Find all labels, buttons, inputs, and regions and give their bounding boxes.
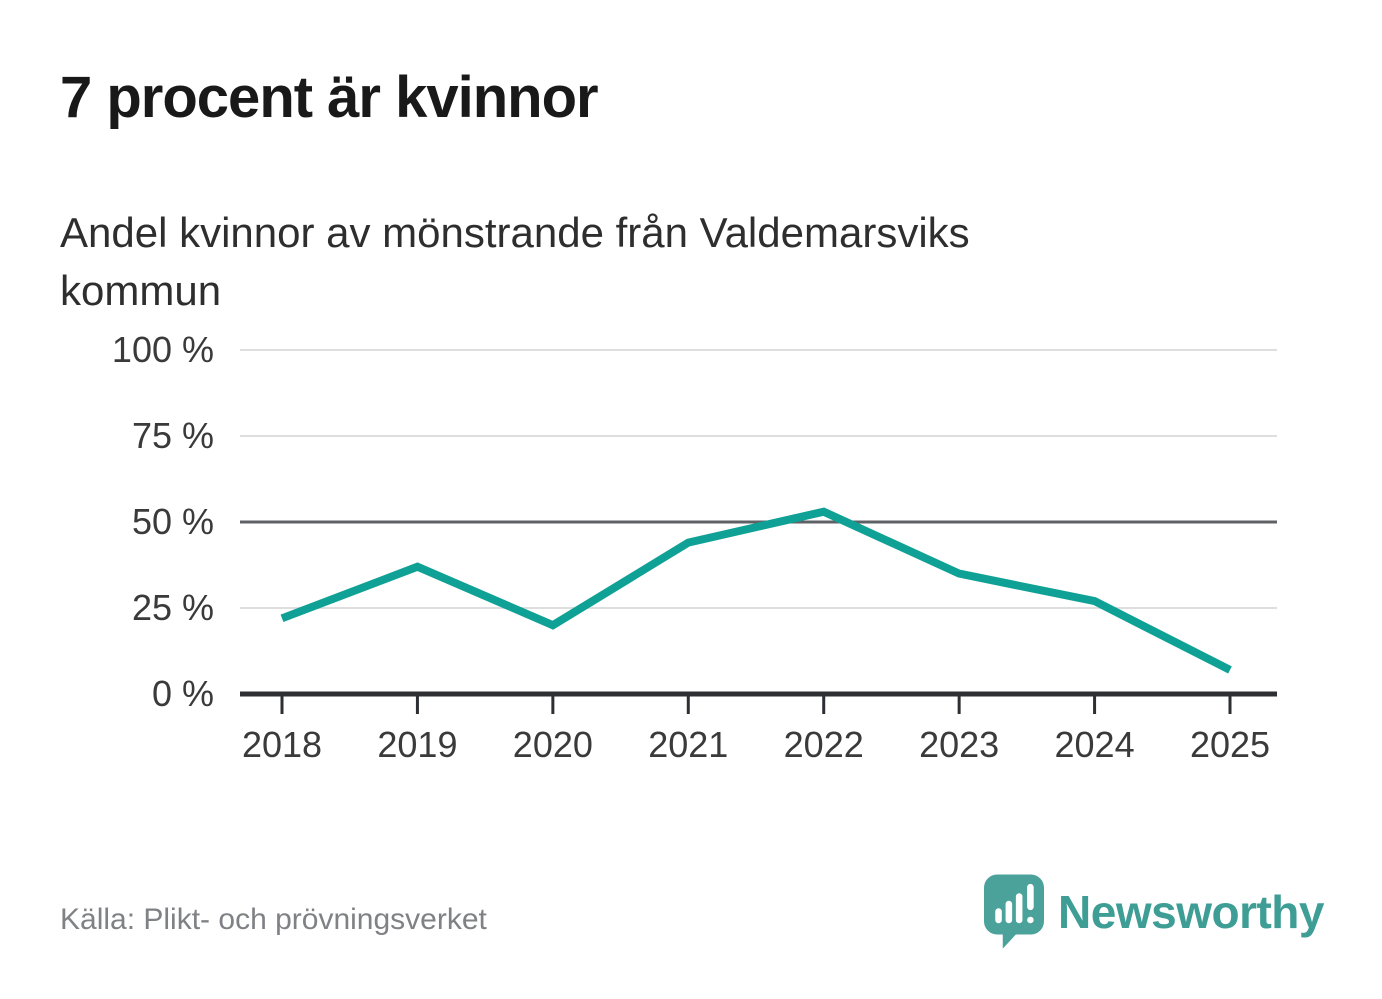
logo-bubble-shape — [984, 874, 1045, 949]
y-axis-label-25: 25 % — [132, 587, 214, 628]
source-note: Källa: Plikt- och prövningsverket — [60, 903, 487, 936]
chart-subtitle: Andel kvinnor av mönstrande från Valdema… — [60, 209, 970, 314]
x-axis-label-2018: 2018 — [242, 724, 322, 765]
logo-exclamation-bar — [1027, 883, 1034, 911]
chart-title: 7 procent är kvinnor — [60, 65, 599, 130]
y-axis-label-50: 50 % — [132, 501, 214, 542]
y-axis-label-0: 0 % — [152, 673, 214, 714]
logo-bar-tall — [1015, 893, 1023, 924]
x-axis-label-2023: 2023 — [919, 724, 999, 765]
x-axis-label-2020: 2020 — [513, 724, 593, 765]
logo-bar-medium — [1005, 900, 1013, 924]
data-series-line — [280, 507, 1232, 674]
y-axis-label-100: 100 % — [112, 329, 214, 370]
logo-exclamation-dot — [1027, 916, 1034, 924]
x-axis-label-2024: 2024 — [1055, 724, 1135, 765]
logo-bar-small — [995, 908, 1002, 924]
newsworthy-logo: Newsworthy — [984, 874, 1324, 950]
y-axis-label-75: 75 % — [132, 415, 214, 456]
x-axis-label-2025: 2025 — [1190, 724, 1270, 765]
newsworthy-wordmark: Newsworthy — [1058, 886, 1324, 938]
newsworthy-logo-icon — [984, 874, 1045, 949]
x-axis-label-2022: 2022 — [784, 724, 864, 765]
x-axis-label-2021: 2021 — [648, 724, 728, 765]
x-axis-label-2019: 2019 — [377, 724, 457, 765]
